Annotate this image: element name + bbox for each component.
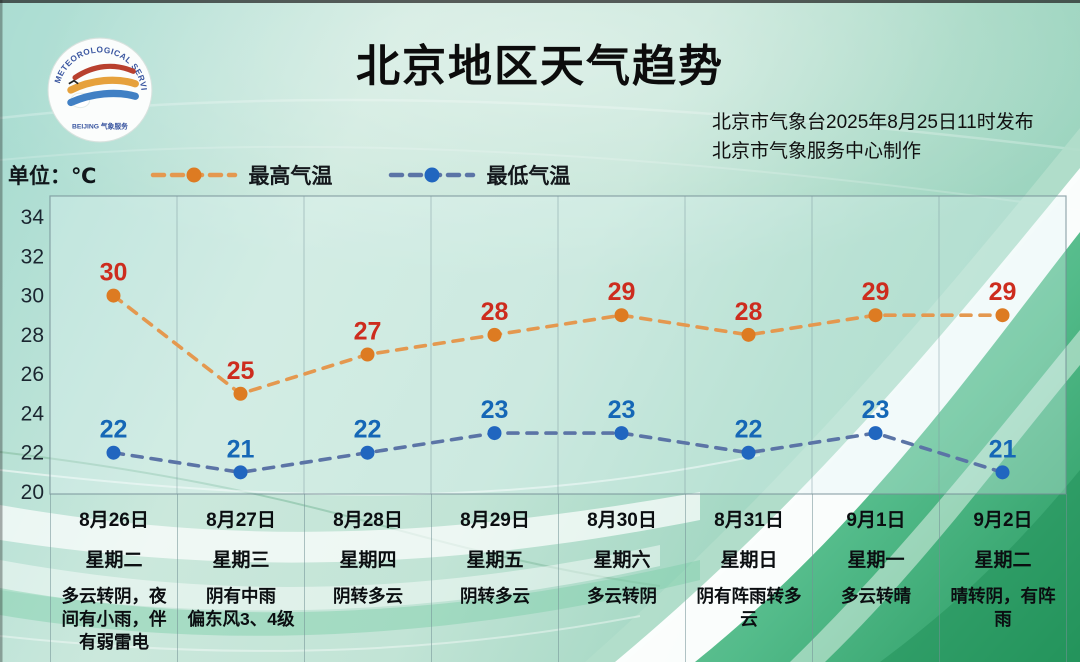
day-column: 8月30日星期六多云转阴 xyxy=(559,494,686,662)
red-swoosh-icon xyxy=(72,63,136,81)
issue-line-1: 北京市气象台2025年8月25日11时发布 xyxy=(712,112,1034,133)
weather-label: 多云转阴 xyxy=(587,586,657,606)
weather-label: 阴有中雨 偏东风3、4级 xyxy=(187,586,295,629)
day-column: 8月29日星期五阴转多云 xyxy=(432,494,559,662)
weekday-label: 星期三 xyxy=(212,550,270,571)
blue-swoosh-icon xyxy=(67,89,139,107)
legend-label: 最高气温 xyxy=(248,165,333,188)
date-label: 8月29日 xyxy=(460,510,530,531)
day-column: 8月27日星期三阴有中雨 偏东风3、4级 xyxy=(178,494,305,662)
unit-label: 单位：℃ xyxy=(8,165,97,188)
day-columns: 8月26日 星期二 多云转阴，夜间有小雨，伴有弱雷电 8月27日 星期三 阴有中雨 偏东风… xyxy=(50,494,1067,662)
date-label: 8月27日 xyxy=(206,510,276,531)
weekday-label: 星期五 xyxy=(466,550,524,571)
day-column: 9月2日星期二晴转阴，有阵雨 xyxy=(940,494,1067,662)
day-column: 8月28日星期四阴转多云 xyxy=(305,494,432,662)
weekday-label: 星期一 xyxy=(847,550,905,571)
weather-label: 阴有阵雨转多云 xyxy=(696,586,802,629)
weekday-label: 星期四 xyxy=(339,550,397,571)
date-label: 9月2日 xyxy=(973,510,1033,531)
date-label: 8月26日 xyxy=(79,510,149,531)
legend-swatch-low-icon xyxy=(389,167,476,183)
weather-label: 阴转多云 xyxy=(333,586,403,606)
date-label: 8月30日 xyxy=(587,510,657,531)
weather-label: 多云转晴 xyxy=(841,586,911,606)
weekday-label: 星期二 xyxy=(974,550,1032,571)
legend-item-high: 最高气温 xyxy=(150,160,332,190)
weather-label: 阴转多云 xyxy=(460,586,530,606)
day-column: 8月26日星期二多云转阴，夜间有小雨，伴有弱雷电 xyxy=(51,494,178,662)
weekday-label: 星期六 xyxy=(593,550,651,571)
issue-line-2: 北京市气象服务中心制作 xyxy=(712,141,922,162)
bird-icon xyxy=(68,79,79,85)
date-label: 8月31日 xyxy=(714,510,784,531)
day-column: 8月31日星期日阴有阵雨转多云 xyxy=(686,494,813,662)
legend-dot xyxy=(186,167,202,183)
date-label: 9月1日 xyxy=(846,510,906,531)
weather-label: 多云转阴，夜间有小雨，伴有弱雷电 xyxy=(61,586,167,652)
legend-dot xyxy=(424,167,440,183)
legend-row: 单位：℃ 最高气温 最低气温 xyxy=(0,154,570,196)
day-column: 9月1日星期一多云转晴 xyxy=(813,494,940,662)
legend-item-low: 最低气温 xyxy=(388,160,570,190)
legend-swatch-high-icon xyxy=(151,167,238,183)
orange-swoosh-icon xyxy=(67,76,139,94)
met-service-logo: METEOROLOGICAL SERVICE BEIJING 气象服务 xyxy=(46,36,153,143)
date-label: 8月28日 xyxy=(333,510,403,531)
weekday-label: 星期二 xyxy=(85,550,143,571)
logo-bottom-text: BEIJING 气象服务 xyxy=(72,121,128,130)
weekday-label: 星期日 xyxy=(720,550,778,571)
page-title: 北京地区天气趋势 xyxy=(356,42,724,91)
issue-info: 北京市气象台2025年8月25日11时发布 北京市气象服务中心制作 xyxy=(712,108,1034,166)
weather-label: 晴转阴，有阵雨 xyxy=(950,586,1056,629)
legend-label: 最低气温 xyxy=(486,165,571,188)
